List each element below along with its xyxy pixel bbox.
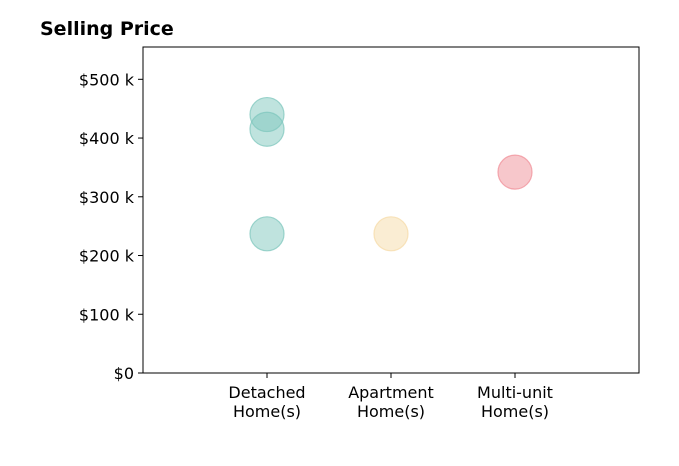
y-tick-label: $300 k bbox=[79, 188, 135, 207]
y-axis: $0 $100 k $200 k $300 k $400 k $500 k bbox=[79, 70, 143, 383]
data-point bbox=[249, 111, 285, 147]
y-tick-label: $100 k bbox=[79, 305, 135, 324]
y-tick-label: $200 k bbox=[79, 247, 135, 266]
y-tick-label: $500 k bbox=[79, 70, 135, 89]
data-point bbox=[249, 216, 285, 252]
chart-title: Selling Price bbox=[40, 18, 174, 40]
x-tick-label: Multi-unit Home(s) bbox=[477, 383, 553, 421]
data-point bbox=[497, 154, 533, 190]
x-tick-label: Apartment Home(s) bbox=[348, 383, 434, 421]
y-tick-label: $0 bbox=[114, 364, 134, 383]
y-tick-label: $400 k bbox=[79, 129, 135, 148]
plot-area bbox=[142, 46, 640, 374]
x-axis: Detached Home(s) Apartment Home(s) Multi-uni… bbox=[228, 373, 553, 421]
data-points bbox=[249, 96, 533, 252]
x-tick-label: Detached Home(s) bbox=[228, 383, 305, 421]
data-point bbox=[373, 216, 409, 252]
